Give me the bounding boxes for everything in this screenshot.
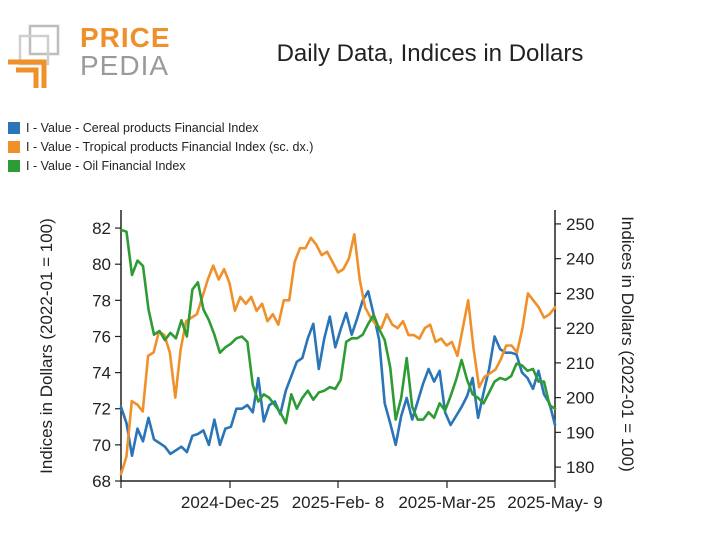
x-ticks: 2024-Dec-25 2025-Feb- 8 2025-Mar-25 2025-Ma…	[120, 481, 603, 512]
chart-title: Daily Data, Indices in Dollars	[276, 40, 584, 67]
left-tick-label: 72	[92, 400, 111, 419]
legend-label-cereal: I - Value - Cereal products Financial In…	[26, 120, 259, 135]
legend-item-oil[interactable]: I - Value - Oil Financial Index	[8, 156, 313, 175]
legend-item-cereal[interactable]: I - Value - Cereal products Financial In…	[8, 118, 313, 137]
logo-text-price: PRICE	[80, 22, 171, 53]
x-tick-label: 2024-Dec-25	[181, 493, 279, 512]
left-tick-label: 76	[92, 327, 111, 346]
left-tick-label: 70	[92, 436, 111, 455]
right-y-ticks: 180 190 200 210 220 230 240 250	[555, 215, 594, 477]
x-tick-label: 2025-May- 9	[507, 493, 602, 512]
legend-item-tropical[interactable]: I - Value - Tropical products Financial …	[8, 137, 313, 156]
legend-swatch-cereal	[8, 121, 20, 134]
left-tick-label: 80	[92, 255, 111, 274]
left-axis-title: Indices in Dollars (2022-01 = 100)	[37, 218, 56, 474]
left-tick-label: 74	[92, 364, 111, 383]
legend: I - Value - Cereal products Financial In…	[8, 118, 313, 175]
right-tick-label: 180	[566, 458, 594, 477]
series-line-cereal[interactable]	[119, 289, 557, 458]
left-tick-label: 78	[92, 291, 111, 310]
right-axis-title: Indices in Dollars (2022-01 = 100)	[618, 216, 637, 472]
logo-text-pedia: PEDIA	[80, 50, 170, 81]
series-line-tropical[interactable]	[119, 233, 557, 476]
right-tick-label: 230	[566, 284, 594, 303]
legend-label-oil: I - Value - Oil Financial Index	[26, 158, 186, 173]
series-line-oil[interactable]	[119, 228, 557, 425]
legend-swatch-tropical	[8, 140, 20, 153]
right-tick-label: 210	[566, 354, 594, 373]
right-tick-label: 200	[566, 389, 594, 408]
legend-label-tropical: I - Value - Tropical products Financial …	[26, 139, 314, 154]
left-tick-label: 68	[92, 472, 111, 491]
x-tick-label: 2025-Feb- 8	[292, 493, 385, 512]
right-tick-label: 190	[566, 423, 594, 442]
left-tick-label: 82	[92, 219, 111, 238]
pricepedia-logo: PRICE PEDIA	[8, 18, 171, 98]
right-tick-label: 240	[566, 250, 594, 269]
series-lines	[119, 228, 557, 476]
right-tick-label: 250	[566, 215, 594, 234]
legend-swatch-oil	[8, 159, 20, 172]
pricepedia-logo-mark	[8, 24, 60, 88]
left-y-ticks: 68 70 72 74 76 78 80 82	[92, 219, 121, 491]
axes	[120, 210, 556, 482]
x-tick-label: 2025-Mar-25	[398, 493, 495, 512]
right-tick-label: 220	[566, 319, 594, 338]
